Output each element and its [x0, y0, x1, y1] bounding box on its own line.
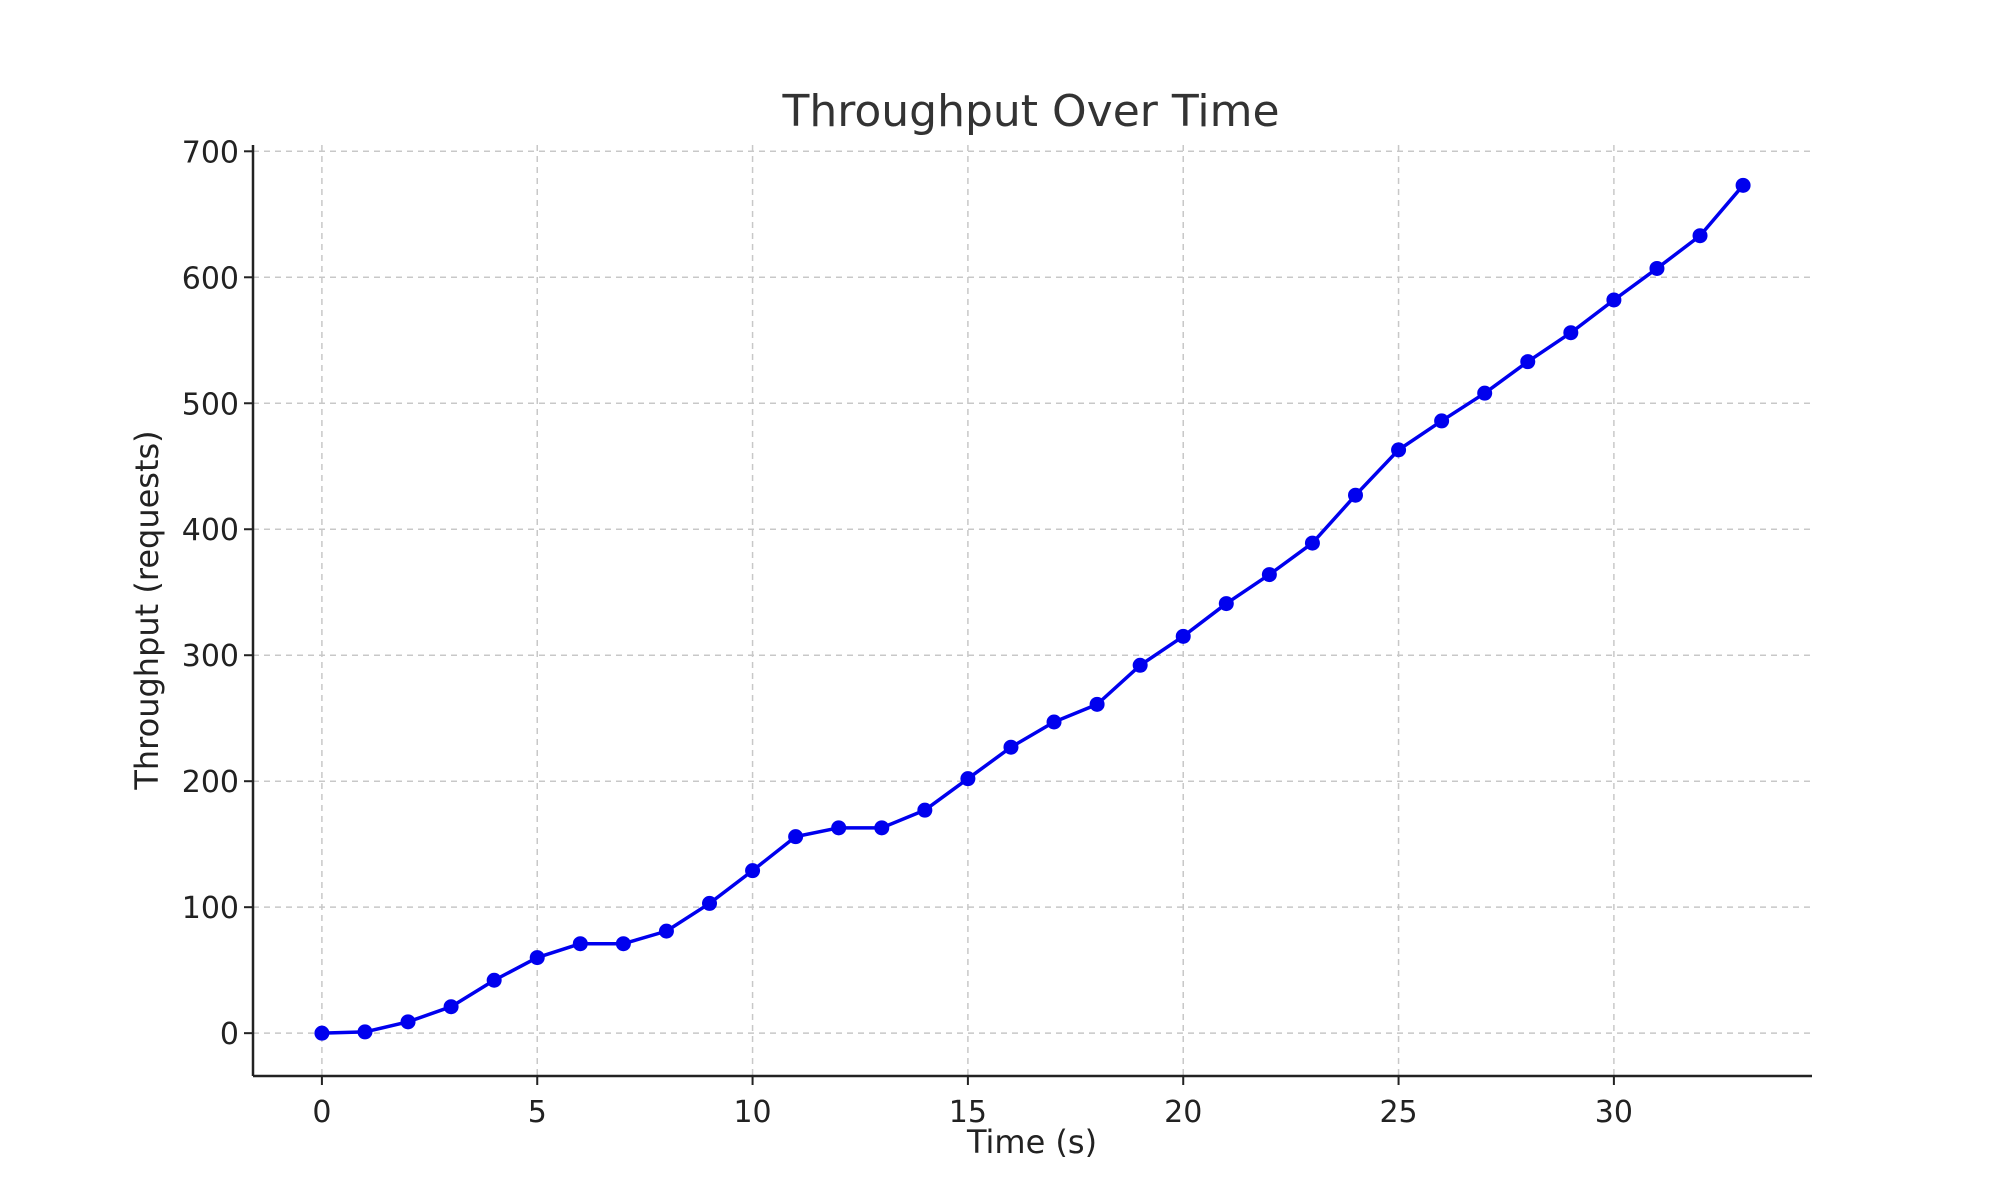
y-tick-label: 200: [182, 765, 239, 800]
chart-title: Throughput Over Time: [781, 86, 1279, 137]
data-point: [831, 820, 847, 836]
data-point: [917, 802, 933, 818]
data-point: [615, 936, 631, 952]
data-point: [486, 972, 502, 988]
x-axis-label: Time (s): [966, 1123, 1097, 1161]
data-series: [314, 177, 1751, 1041]
data-point: [1347, 487, 1363, 503]
y-tick-label: 300: [182, 639, 239, 674]
data-point: [1477, 385, 1493, 401]
data-point: [1692, 228, 1708, 244]
data-point: [1089, 696, 1105, 712]
series-line: [321, 184, 1745, 1035]
x-tick-label: 10: [733, 1095, 771, 1130]
y-axis-label: Throughput (requests): [128, 430, 166, 790]
x-tick-label: 0: [312, 1095, 331, 1130]
data-point: [788, 829, 804, 845]
axes: [251, 145, 1812, 1078]
data-point: [1132, 657, 1148, 673]
data-point: [658, 923, 674, 939]
data-point: [1649, 260, 1665, 276]
data-point: [702, 895, 718, 911]
data-point: [357, 1024, 373, 1040]
data-point: [443, 999, 459, 1015]
data-point: [1175, 628, 1191, 644]
x-tick-label: 20: [1164, 1095, 1202, 1130]
x-tick-label: 5: [528, 1095, 547, 1130]
grid-lines: [253, 145, 1812, 1076]
data-point: [1391, 442, 1407, 458]
y-tick-label: 700: [182, 135, 239, 170]
y-tick-label: 100: [182, 891, 239, 926]
data-point: [1434, 413, 1450, 429]
y-tick-label: 500: [182, 387, 239, 422]
data-point: [1261, 567, 1277, 583]
data-point: [1520, 354, 1536, 370]
y-tick-label: 400: [182, 513, 239, 548]
data-point: [1606, 292, 1622, 308]
data-point: [1304, 535, 1320, 551]
data-point: [960, 771, 976, 787]
data-point: [529, 950, 545, 966]
data-point: [874, 820, 890, 836]
data-point: [745, 863, 761, 879]
data-point: [1003, 739, 1019, 755]
data-point: [1563, 325, 1579, 341]
data-point: [572, 936, 588, 952]
x-tick-label: 15: [949, 1095, 987, 1130]
y-tick-label: 0: [220, 1017, 239, 1052]
data-point: [1218, 596, 1234, 612]
y-tick-label: 600: [182, 261, 239, 296]
data-point: [1735, 177, 1751, 193]
data-point: [400, 1014, 416, 1030]
x-tick-label: 30: [1595, 1095, 1633, 1130]
x-tick-label: 25: [1379, 1095, 1417, 1130]
data-point: [314, 1025, 330, 1041]
data-point: [1046, 714, 1062, 730]
